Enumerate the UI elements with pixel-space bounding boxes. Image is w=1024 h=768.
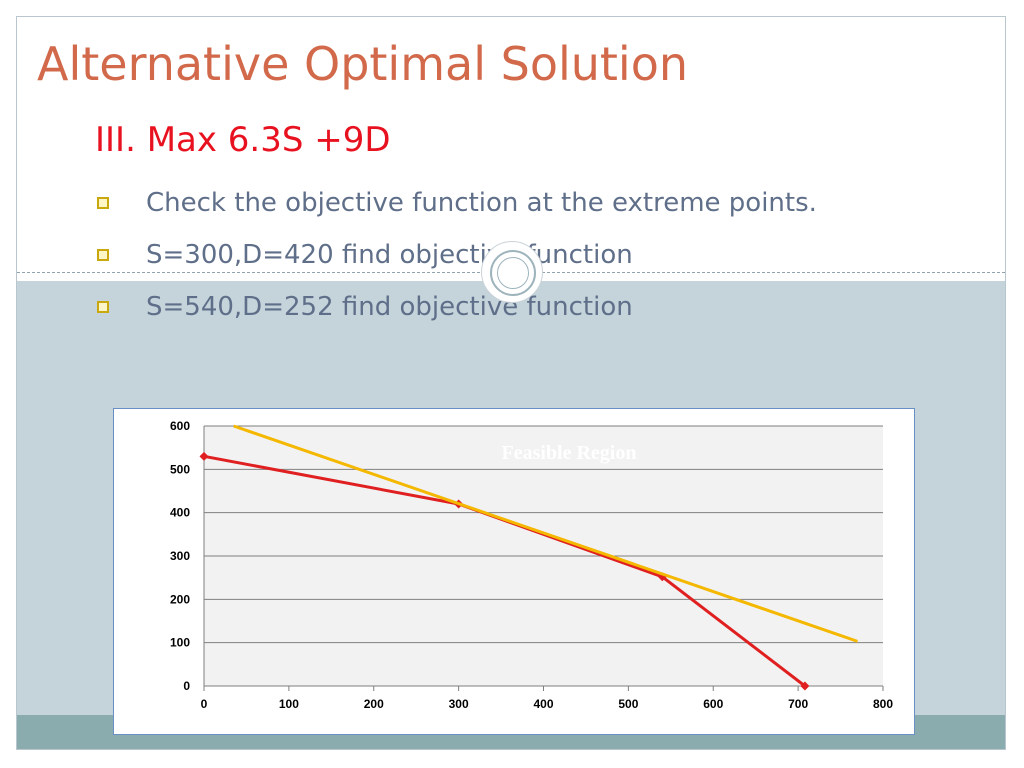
y-tick-label: 100 [170, 636, 190, 650]
bullet-text: S=540,D=252 find objective function [146, 292, 633, 322]
x-tick-label: 200 [364, 697, 384, 711]
extreme-point-marker [657, 572, 667, 582]
slide: Alternative Optimal Solution III. Max 6.… [16, 16, 1006, 750]
y-tick-label: 500 [170, 462, 190, 476]
bullet-item: S=300,D=420 find objective function [95, 235, 817, 287]
square-bullet-icon [97, 249, 109, 261]
bullet-text: S=300,D=420 find objective function [146, 240, 633, 270]
x-tick-label: 600 [703, 697, 723, 711]
bullet-text: Check the objective function at the extr… [146, 188, 817, 218]
circle-emblem-icon [481, 241, 543, 303]
y-tick-label: 300 [170, 549, 190, 563]
objective-line [233, 424, 859, 643]
extreme-point-marker [800, 681, 810, 691]
x-tick-label: 700 [788, 697, 808, 711]
y-tick-label: 200 [170, 592, 190, 606]
x-tick-label: 300 [449, 697, 469, 711]
emblem-inner-ring [497, 257, 529, 289]
y-tick-label: 0 [183, 679, 190, 693]
chart-title: Feasible Region [502, 442, 637, 464]
x-tick-label: 800 [873, 697, 893, 711]
y-tick-label: 600 [170, 419, 190, 433]
extreme-point-marker [199, 451, 209, 461]
y-tick-label: 400 [170, 506, 190, 520]
square-bullet-icon [97, 301, 109, 313]
x-tick-label: 100 [279, 697, 299, 711]
x-tick-label: 500 [618, 697, 638, 711]
bullet-item: S=540,D=252 find objective function [95, 287, 817, 339]
chart: 0 100 200 300 400 500 600 0 100 200 300 400 500 600 70… [170, 419, 893, 711]
constraint-line [203, 454, 806, 688]
slide-subtitle: III. Max 6.3S +9D [95, 120, 391, 160]
emblem-ring [490, 250, 536, 296]
slide-title: Alternative Optimal Solution [37, 37, 689, 91]
square-bullet-icon [97, 197, 109, 209]
chart-container: 0 100 200 300 400 500 600 0 100 200 300 400 500 600 70… [113, 408, 915, 735]
bullet-list: Check the objective function at the extr… [95, 183, 817, 339]
x-tick-label: 400 [533, 697, 553, 711]
bullet-item: Check the objective function at the extr… [95, 183, 817, 235]
x-tick-label: 0 [201, 697, 208, 711]
